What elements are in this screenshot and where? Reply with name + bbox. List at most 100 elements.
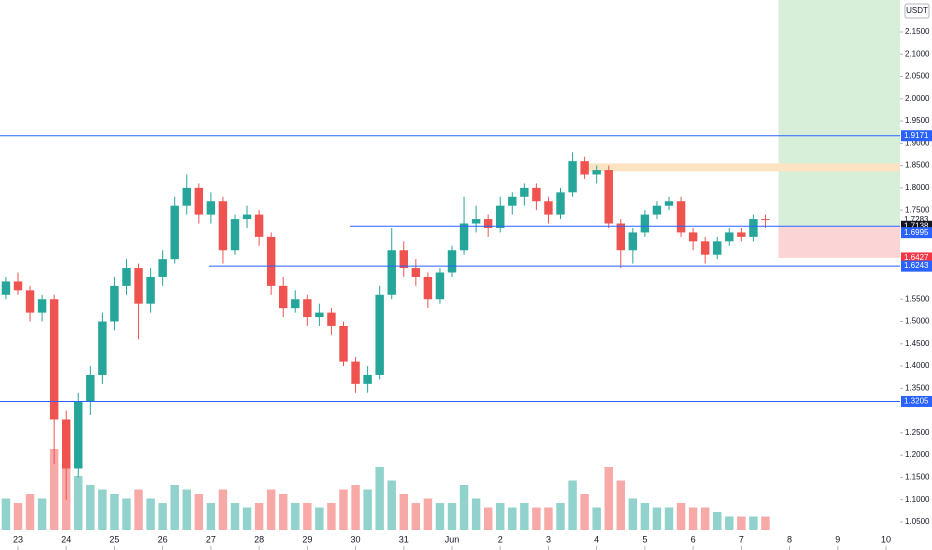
x-tick-label: Jun [445,534,460,544]
zone[interactable] [587,163,900,172]
candle-body [339,325,348,362]
volume-bar [363,489,372,530]
price-label-bg [901,130,932,142]
candle-body [110,285,119,322]
candle-body [122,268,131,286]
x-tick-label: 9 [835,534,840,544]
candle-body [266,236,276,286]
volume-bar [749,516,758,530]
volume-bar [496,503,505,530]
volume-bar [483,507,493,530]
x-tick-label: 3 [546,534,551,544]
candle-body [206,201,216,215]
x-tick-label: 2 [498,534,503,544]
candle-body [616,223,626,251]
price-label-bg [901,395,932,407]
price-label-bg [901,220,932,232]
candle-body [568,161,577,193]
candle-body [423,276,433,300]
volume-bar [327,503,336,530]
y-tick-label: 1.1000 [905,495,930,504]
candle-body [471,219,481,224]
volume-bar [230,503,240,530]
candle-body [520,187,529,197]
candle-body [700,241,710,255]
y-tick-label: 1.8000 [905,183,930,192]
candle-body [761,219,770,221]
candle-body [749,219,758,237]
volume-bar [399,494,408,530]
y-tick-label: 1.3500 [905,383,930,392]
volume-bar [616,480,626,530]
volume-bar [194,494,204,530]
volume-bar [544,507,553,530]
volume-bar [74,476,83,530]
candle-body [447,250,457,273]
x-tick-label: 28 [254,534,264,544]
candle-body [483,219,493,228]
y-tick-label: 1.9000 [905,138,930,147]
volume-bar [520,503,529,530]
currency-box[interactable] [904,3,930,19]
candle-body [459,223,469,251]
volume-bar [146,498,155,530]
volume-bar [688,507,698,530]
x-tick-label: 27 [206,534,216,544]
volume-bar [568,480,577,530]
candle-body [13,281,23,291]
x-tick-label: 5 [642,534,647,544]
x-tick-label: 10 [881,534,891,544]
y-tick-label: 1.2500 [905,428,930,437]
candle-body [86,374,95,402]
volume-bar [435,503,445,530]
volume-bar [508,507,517,530]
volume-bar [411,503,421,530]
volume-bar [640,503,650,530]
candle-body [399,250,408,269]
candle-body [49,299,59,420]
candle-body [664,201,674,206]
y-tick-label: 1.4000 [905,361,930,370]
loss-zone[interactable] [778,226,900,258]
candle-body [387,250,396,295]
volume-bar [182,489,191,530]
candle-body [652,205,662,215]
candle-body [640,214,650,233]
price-label: 1.6243 [904,261,929,270]
volume-bar [604,467,613,530]
candle-body [725,232,734,242]
x-tick-label: 30 [351,534,361,544]
candle-body [556,192,565,215]
volume-bar [592,507,601,530]
candle-body [1,281,11,295]
price-label-bg [901,227,932,239]
volume-bar [761,516,770,530]
candle-body [532,187,541,202]
candle-body [411,268,421,277]
candle-body [628,232,638,251]
volume-bar [134,489,143,530]
y-tick-label: 1.4500 [905,339,930,348]
y-tick-label: 1.5000 [905,317,930,326]
volume-bar [447,503,457,530]
candle-body [435,272,445,300]
y-tick-label: 2.0500 [905,72,930,81]
volume-bar [278,494,288,530]
x-tick-label: 29 [302,534,312,544]
candle-body [303,299,312,318]
profit-zone[interactable] [778,0,900,227]
candle-body [74,401,83,469]
y-tick-label: 2.1000 [905,49,930,58]
x-tick-label: 8 [787,534,792,544]
volume-bar [206,503,216,530]
volume-bar [303,503,312,530]
candle-body [37,299,47,313]
candle-body [580,161,589,175]
candle-body [592,170,601,175]
price-label: 1.9171 [904,131,929,140]
volume-bar [98,489,107,530]
volume-bar [291,503,300,530]
price-label-bg [901,214,932,226]
